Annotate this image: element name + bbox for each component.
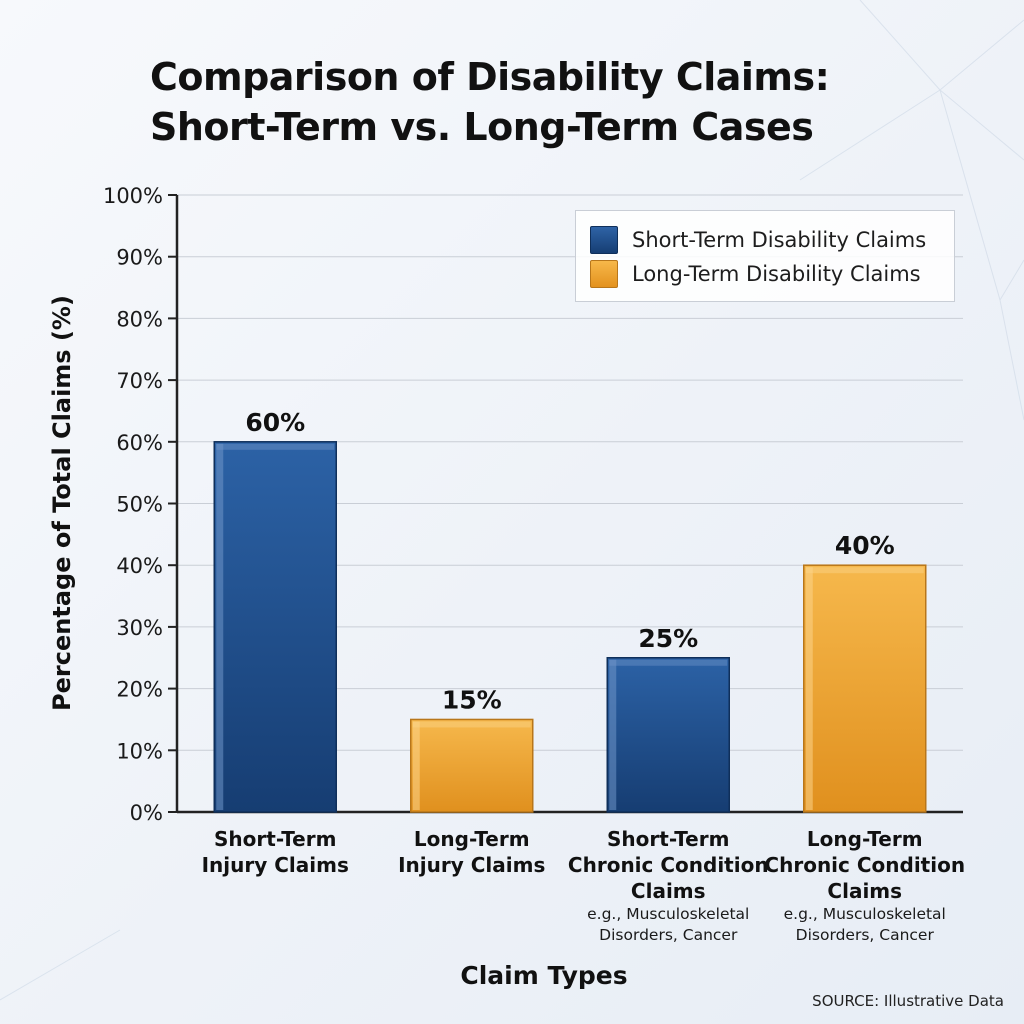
legend-swatch-long-term bbox=[590, 260, 618, 288]
x-category-note: e.g., Musculoskeletal bbox=[587, 905, 749, 923]
y-tick-label: 40% bbox=[116, 554, 163, 578]
bar-value-label: 60% bbox=[245, 408, 305, 437]
bar-highlight bbox=[609, 659, 617, 810]
x-category-label: Short-Term bbox=[214, 827, 336, 851]
legend-label-short-term: Short-Term Disability Claims bbox=[632, 228, 927, 252]
x-category-note: e.g., Musculoskeletal bbox=[784, 905, 946, 923]
bar-value-label: 40% bbox=[835, 531, 895, 560]
chart-legend: Short-Term Disability Claims Long-Term D… bbox=[575, 210, 955, 302]
source-note: SOURCE: Illustrative Data bbox=[812, 992, 1004, 1010]
chart-title-line-2: Short-Term vs. Long-Term Cases bbox=[150, 105, 814, 149]
x-category-label: Claims bbox=[631, 879, 706, 903]
bar-short-term bbox=[213, 441, 337, 813]
legend-swatch-short-term bbox=[590, 226, 618, 254]
legend-item-long-term: Long-Term Disability Claims bbox=[590, 257, 940, 291]
bar-top-highlight bbox=[805, 567, 924, 574]
bar-value-label: 15% bbox=[442, 685, 502, 714]
x-category-label: Long-Term bbox=[414, 827, 530, 851]
bar-highlight bbox=[412, 721, 420, 810]
legend-item-short-term: Short-Term Disability Claims bbox=[590, 223, 940, 257]
chart-title-line-1: Comparison of Disability Claims: bbox=[150, 55, 830, 99]
x-category-label: Claims bbox=[827, 879, 902, 903]
bar-top-highlight bbox=[216, 443, 335, 450]
y-tick-label: 30% bbox=[116, 616, 163, 640]
x-category-label: Short-Term bbox=[607, 827, 729, 851]
bar-highlight bbox=[216, 443, 224, 810]
x-category-label: Injury Claims bbox=[398, 853, 545, 877]
bar-value-label: 25% bbox=[638, 624, 698, 653]
y-tick-label: 20% bbox=[116, 678, 163, 702]
y-tick-label: 90% bbox=[116, 246, 163, 270]
x-category-label: Chronic Condition bbox=[764, 853, 965, 877]
y-axis-title: Percentage of Total Claims (%) bbox=[48, 295, 76, 711]
bar-highlight bbox=[805, 567, 813, 810]
x-category-note: Disorders, Cancer bbox=[796, 926, 935, 944]
chart-title: Comparison of Disability Claims: Short-T… bbox=[150, 52, 910, 152]
bars bbox=[213, 441, 927, 813]
x-axis-title: Claim Types bbox=[460, 961, 627, 990]
x-category-label: Chronic Condition bbox=[568, 853, 769, 877]
y-tick-label: 10% bbox=[116, 739, 163, 763]
x-category-label: Long-Term bbox=[807, 827, 923, 851]
bar-short-term bbox=[606, 657, 730, 813]
x-category-label: Injury Claims bbox=[202, 853, 349, 877]
bar-top-highlight bbox=[609, 659, 728, 666]
y-tick-label: 60% bbox=[116, 431, 163, 455]
y-tick-label: 70% bbox=[116, 369, 163, 393]
y-tick-label: 50% bbox=[116, 493, 163, 517]
bar-long-term bbox=[410, 718, 534, 813]
legend-label-long-term: Long-Term Disability Claims bbox=[632, 262, 921, 286]
bar-long-term bbox=[803, 564, 927, 813]
y-tick-label: 0% bbox=[130, 801, 163, 825]
bar-top-highlight bbox=[412, 721, 531, 728]
y-tick-label: 80% bbox=[116, 307, 163, 331]
labels: 0% 10% 20% 30% 40% 50% 60% 70% 80% 90% 100% 60% Shor… bbox=[48, 184, 965, 990]
y-tick-label: 100% bbox=[103, 184, 163, 208]
x-category-note: Disorders, Cancer bbox=[599, 926, 738, 944]
